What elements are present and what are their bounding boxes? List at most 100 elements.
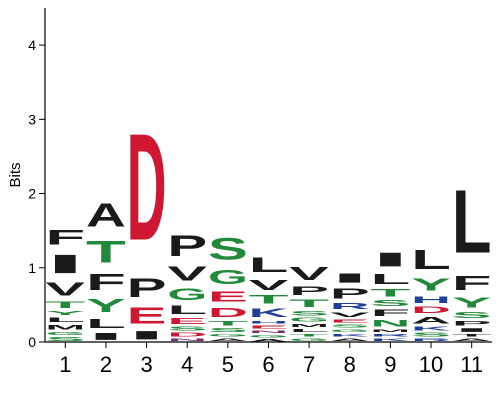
logo-letter-T: T — [289, 333, 329, 337]
y-tick-label: 2 — [28, 186, 36, 202]
logo-letter-F: F — [45, 226, 85, 250]
logo-letter-R: R — [370, 333, 410, 337]
logo-letter-Y: Y — [452, 295, 492, 311]
logo-letter-D: D — [411, 305, 451, 315]
logo-letter-R: R — [411, 338, 451, 342]
logo-letter-I: I — [370, 248, 410, 270]
logo-letter-K: K — [330, 333, 370, 337]
logo-letter-E: E — [330, 318, 370, 323]
y-tick-label: 4 — [28, 37, 36, 53]
logo-letter-L: L — [411, 244, 451, 275]
logo-letter-A: A — [208, 338, 248, 342]
logo-letter-I: I — [127, 329, 167, 342]
logo-letter-L: L — [86, 316, 126, 331]
y-axis-label: Bits — [7, 162, 24, 187]
logo-letter-G: G — [45, 331, 85, 336]
logo-letter-T: T — [45, 300, 85, 310]
x-tick-label: 1 — [59, 352, 71, 377]
logo-letter-G: G — [167, 285, 207, 303]
logo-letter-S: S — [208, 232, 248, 267]
x-tick-label: 3 — [140, 352, 152, 377]
logo-letter-M: M — [370, 329, 410, 333]
x-tick-label: 6 — [262, 352, 274, 377]
logo-letter-L: L — [249, 253, 289, 277]
logo-letter-V: V — [249, 277, 289, 293]
logo-letter-I: I — [86, 331, 126, 342]
logo-letter-V: V — [330, 311, 370, 318]
logo-letter-F: F — [86, 270, 126, 296]
x-tick-label: 5 — [222, 352, 234, 377]
logo-letter-S: S — [411, 332, 451, 338]
logo-letter-H: H — [249, 320, 289, 324]
logo-letter-A: A — [249, 338, 289, 342]
logo-letter-F: F — [370, 308, 410, 318]
logo-letter-N: N — [370, 318, 410, 328]
logo-letter-G: G — [208, 267, 248, 289]
logo-letter-L: L — [370, 271, 410, 287]
x-tick-label: 10 — [419, 352, 443, 377]
letter-stacks: SGMLYTVIFILYFTAIEPDNDSELGVPAGSTDEGSAGNEH… — [45, 102, 491, 342]
logo-letter-S: S — [370, 299, 410, 308]
y-tick-label: 0 — [28, 334, 36, 350]
logo-letter-Y: Y — [86, 296, 126, 317]
logo-letter-G: G — [249, 334, 289, 338]
logo-letter-D: D — [127, 102, 167, 272]
logo-letter-A: A — [330, 338, 370, 342]
logo-letter-P: P — [330, 286, 370, 302]
logo-letter-N: N — [249, 330, 289, 334]
logo-letter-S: S — [45, 336, 85, 342]
logo-letter-N: N — [167, 338, 207, 342]
logo-letter-E: E — [249, 324, 289, 329]
logo-letter-D: D — [208, 305, 248, 320]
x-tick-label: 4 — [181, 352, 193, 377]
logo-letter-T: T — [370, 287, 410, 299]
logo-letter-V: V — [289, 264, 329, 285]
logo-letter-R: R — [330, 302, 370, 311]
x-tick-label: 8 — [344, 352, 356, 377]
logo-letter-D: D — [167, 332, 207, 338]
logo-letter-S: S — [208, 327, 248, 333]
logo-letter-L: L — [167, 303, 207, 316]
logo-letter-M: M — [289, 323, 329, 328]
y-tick-label: 3 — [28, 111, 36, 127]
logo-letter-E: E — [127, 303, 167, 329]
logo-letter-Y: Y — [45, 310, 85, 316]
logo-letter-T: T — [86, 234, 126, 269]
logo-letter-I: I — [45, 249, 85, 279]
logo-letter-S: S — [289, 309, 329, 316]
y-tick-label: 1 — [28, 260, 36, 276]
logo-letter-T: T — [452, 333, 492, 337]
logo-letter-K: K — [370, 338, 410, 342]
logo-letter-T: T — [289, 297, 329, 309]
logo-letter-T: T — [208, 320, 248, 327]
logo-letter-L: L — [289, 328, 329, 333]
logo-letter-A: A — [86, 196, 126, 233]
logo-letter-M: M — [45, 324, 85, 331]
logo-letter-P: P — [289, 284, 329, 297]
x-tick-label: 9 — [384, 352, 396, 377]
plot-area: SGMLYTVIFILYFTAIEPDNDSELGVPAGSTDEGSAGNEH… — [7, 8, 492, 377]
x-tick-label: 7 — [303, 352, 315, 377]
x-tick-label: 11 — [460, 352, 483, 377]
logo-letter-I: I — [452, 327, 492, 333]
x-axis-ticks: 1 2 3 4 5 6 7 8 9 10 11 — [59, 342, 483, 377]
logo-letter-L: L — [452, 171, 492, 272]
logo-letter-P: P — [167, 229, 207, 262]
logo-letter-A: A — [452, 338, 492, 342]
logo-letter-V: V — [45, 279, 85, 300]
x-tick-label: 2 — [100, 352, 112, 377]
logo-letter-F: F — [452, 272, 492, 294]
logo-letter-Y: Y — [411, 275, 451, 294]
